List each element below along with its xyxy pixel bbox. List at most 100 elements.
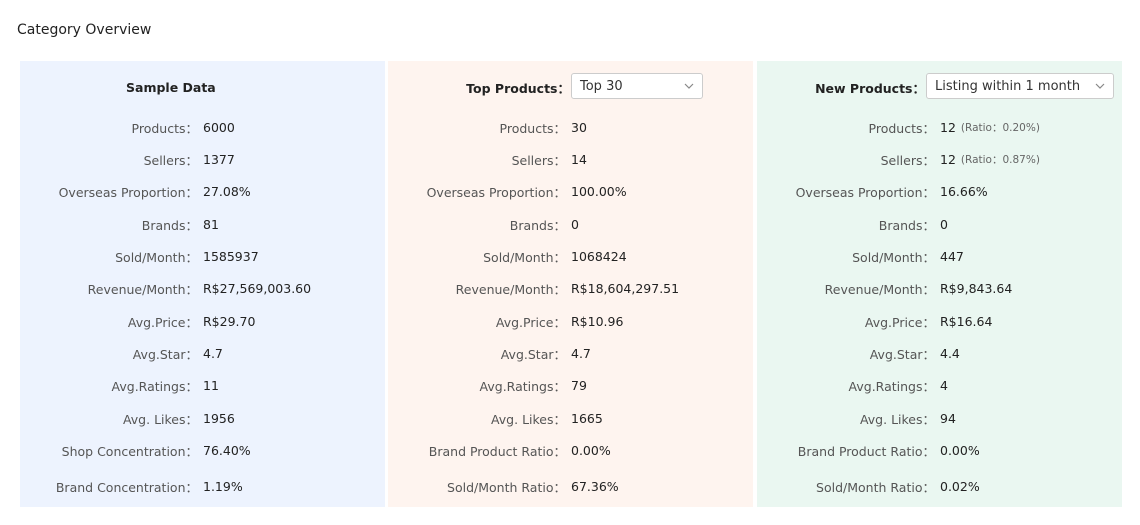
stat-row: Avg.Ratings： 11 (20, 375, 385, 395)
stat-label: Avg.Star： (500, 346, 566, 362)
stat-label: Avg.Price： (495, 314, 566, 330)
stat-label: Products： (131, 120, 198, 136)
panel-header: New Products： Listing within 1 month (757, 73, 1122, 101)
stat-row: Overseas Proportion： 16.66% (757, 181, 1122, 201)
chevron (1095, 83, 1105, 89)
stat-value: 4.7 (203, 345, 223, 361)
stat-row: Brand Concentration： 1.19% (20, 476, 385, 496)
stat-label: Sold/Month： (483, 249, 566, 265)
stat-label: Avg.Ratings： (111, 378, 198, 394)
header-text: New Products： (815, 80, 925, 96)
stat-label: Sellers： (511, 152, 566, 168)
panel-header: Top Products： Top 30 (388, 73, 753, 101)
stat-label: Sold/Month Ratio： (816, 479, 935, 495)
stat-value: 1956 (203, 410, 235, 426)
stat-label: Sold/Month： (115, 249, 198, 265)
chevron (684, 83, 694, 89)
stat-row: Brands： 0 (388, 214, 753, 234)
stat-value: R$29.70 (203, 313, 256, 329)
stat-row: Sold/Month Ratio： 0.02% (757, 476, 1122, 496)
stat-label: Shop Concentration： (61, 443, 198, 459)
stat-value: 447 (940, 248, 964, 264)
stat-value: 81 (203, 216, 219, 232)
stat-row: Avg.Price： R$16.64 (757, 311, 1122, 331)
stat-value: 16.66% (940, 183, 988, 199)
stat-value: 1068424 (571, 248, 627, 264)
stat-value: 4.7 (571, 345, 591, 361)
stat-value: 94 (940, 410, 956, 426)
stat-label: Avg.Star： (132, 346, 198, 362)
panel: Top Products： Top 30 Products： 30 Sellers： 14… (388, 61, 753, 507)
stat-label: Overseas Proportion： (58, 184, 198, 200)
stat-row: Avg. Likes： 1956 (20, 408, 385, 428)
stat-value: 0 (571, 216, 579, 232)
stat-label: Brands： (878, 217, 935, 233)
stat-label: Avg. Likes： (490, 411, 566, 427)
stat-label: Avg.Ratings： (848, 378, 935, 394)
stat-note: (Ratio：0.20%) (960, 121, 1040, 134)
stat-label: Sellers： (143, 152, 198, 168)
stat-row: Sold/Month： 1068424 (388, 246, 753, 266)
panel: New Products： Listing within 1 month Produ… (757, 61, 1122, 507)
stat-row: Brand Product Ratio： 0.00% (388, 440, 753, 460)
stat-value: 67.36% (571, 478, 619, 494)
stat-value: 12 (940, 119, 956, 135)
panel-header: Sample Data (20, 73, 385, 101)
stat-value: R$16.64 (940, 313, 993, 329)
stat-row: Avg.Star： 4.7 (388, 343, 753, 363)
stat-row: Brands： 81 (20, 214, 385, 234)
stat-label: Avg. Likes： (122, 411, 198, 427)
stat-row: Overseas Proportion： 27.08% (20, 181, 385, 201)
stat-value: 12 (940, 151, 956, 167)
stat-label: Avg.Price： (127, 314, 198, 330)
dropdown-value: Top 30 (580, 78, 623, 94)
stat-row: Overseas Proportion： 100.00% (388, 181, 753, 201)
stat-value: R$9,843.64 (940, 280, 1013, 296)
header-text: Top Products： (466, 80, 570, 96)
stat-row: Sellers： 1377 (20, 149, 385, 169)
stat-row: Avg.Price： R$10.96 (388, 311, 753, 331)
dropdown-value: Listing within 1 month (935, 78, 1081, 94)
stat-note: (Ratio：0.87%) (960, 153, 1040, 166)
stat-value: 4 (940, 377, 948, 393)
stat-label: Brand Product Ratio： (428, 443, 566, 459)
stat-value: 76.40% (203, 442, 251, 458)
stat-label: Products： (499, 120, 566, 136)
stat-row: Avg.Ratings： 79 (388, 375, 753, 395)
stat-value: 0.00% (571, 442, 611, 458)
stat-value: R$18,604,297.51 (571, 280, 680, 296)
dropdown[interactable]: Top 30 (571, 73, 703, 99)
stat-value: 1377 (203, 151, 235, 167)
stat-row: Shop Concentration： 76.40% (20, 440, 385, 460)
stat-row: Avg.Star： 4.7 (20, 343, 385, 363)
stat-label: Overseas Proportion： (426, 184, 566, 200)
stat-row: Avg.Star： 4.4 (757, 343, 1122, 363)
dropdown[interactable]: Listing within 1 month (926, 73, 1114, 99)
stat-label: Sold/Month Ratio： (447, 479, 566, 495)
stat-label: Avg.Star： (869, 346, 935, 362)
header-text: Sample Data (126, 79, 216, 95)
page-title: Category Overview (17, 22, 152, 38)
stat-value: R$10.96 (571, 313, 624, 329)
stat-row: Brands： 0 (757, 214, 1122, 234)
stat-label: Revenue/Month： (455, 281, 566, 297)
stat-row: Sold/Month： 447 (757, 246, 1122, 266)
stat-value: 0.02% (940, 478, 980, 494)
stat-row: Sellers： 14 (388, 149, 753, 169)
stat-value: 1665 (571, 410, 603, 426)
stat-row: Sold/Month： 1585937 (20, 246, 385, 266)
stat-label: Brands： (509, 217, 566, 233)
stat-value: 0.00% (940, 442, 980, 458)
stat-value: 1.19% (203, 478, 243, 494)
stat-value: 6000 (203, 119, 235, 135)
stat-row: Sellers： 12 (Ratio：0.87%) (757, 149, 1122, 169)
stat-value: 100.00% (571, 183, 627, 199)
stat-value: 14 (571, 151, 587, 167)
stat-value: 4.4 (940, 345, 960, 361)
stat-row: Products： 6000 (20, 117, 385, 137)
stat-value: 27.08% (203, 183, 251, 199)
stat-row: Avg.Price： R$29.70 (20, 311, 385, 331)
stat-label: Overseas Proportion： (795, 184, 935, 200)
stat-row: Revenue/Month： R$18,604,297.51 (388, 278, 753, 298)
